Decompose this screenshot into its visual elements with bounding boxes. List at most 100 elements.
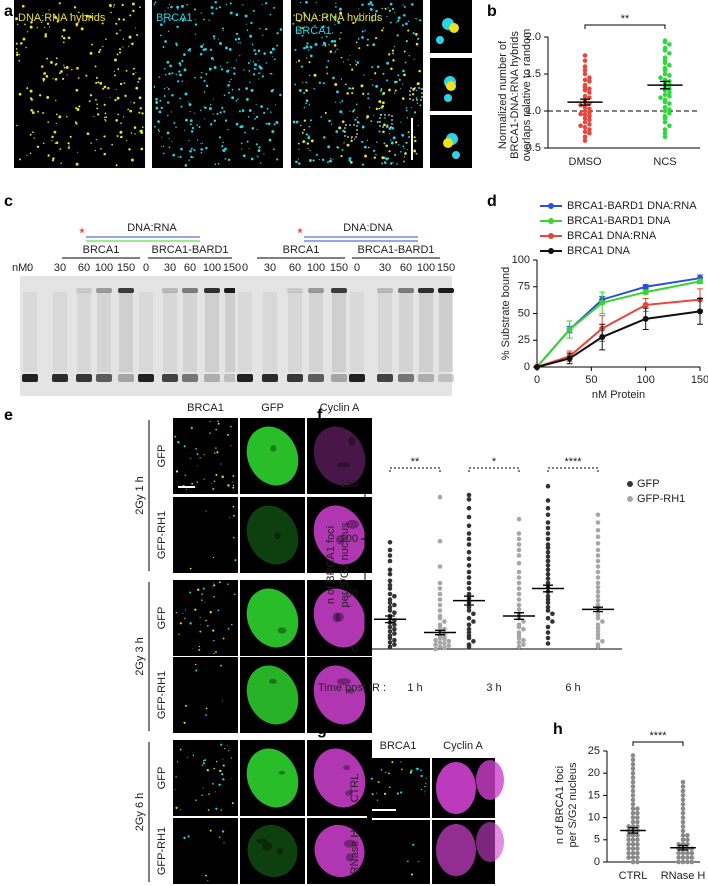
focus [325,15,328,18]
focus [420,88,422,90]
focus [409,771,412,774]
focus [357,120,359,123]
focus [412,89,414,92]
focus [258,146,261,149]
focus [221,784,222,786]
focus [334,82,338,86]
focus [249,34,253,38]
data-point [437,602,443,608]
focus [336,48,338,50]
focus [269,50,273,54]
data-point [466,497,472,502]
data-point [685,850,690,856]
focus [105,120,107,122]
focus [91,43,94,46]
smear [119,292,133,372]
focus [183,836,186,840]
nucleolus [346,519,359,529]
y-axis-label: per S/G2 nucleus [567,762,579,847]
data-point [685,833,690,838]
focus [115,32,118,35]
focus [373,114,375,116]
focus [385,162,387,164]
focus [77,11,80,14]
focus [67,36,71,40]
focus [362,92,365,96]
data-point [630,833,636,838]
data-point [642,301,649,308]
focus [408,54,410,57]
smear [263,292,277,372]
focus [47,121,50,123]
data-point [595,585,601,590]
focus [175,806,178,809]
focus [128,148,131,151]
focus [95,138,98,141]
band [204,288,220,293]
data-point [392,593,397,599]
focus [53,16,56,18]
focus [89,51,93,55]
focus [200,142,202,145]
band [308,374,324,382]
focus [390,162,393,165]
focus [131,42,134,46]
focus [401,133,405,137]
data-point [387,571,393,577]
column-label: Cyclin A [443,740,483,752]
focus [339,11,343,15]
focus [16,23,19,25]
focus [132,9,135,13]
focus [402,145,405,148]
focus [175,776,177,778]
focus [205,874,208,877]
focus [270,111,272,113]
focus [45,75,49,78]
smear [399,292,413,372]
focus [205,84,209,88]
data-point [595,547,601,553]
lane-label: 30 [379,262,391,274]
focus [258,65,262,68]
focus [393,45,396,47]
band [349,374,365,382]
data-point [545,597,551,602]
focus [73,6,77,9]
focus [349,160,353,164]
focus [125,69,128,72]
focus [134,133,136,135]
data-point [446,639,452,644]
focus [206,769,209,772]
legend-label: GFP-RH1 [637,493,685,505]
focus [115,22,118,25]
focus [257,49,261,53]
focus [22,37,26,41]
data-point [387,553,393,558]
data-point [680,850,686,856]
focus [201,593,204,596]
focus [212,487,215,490]
focus [374,72,377,75]
focus [42,77,46,81]
image-label: BRCA1 [156,12,193,24]
inset-spot [443,138,453,148]
focus [176,25,179,28]
focus [239,42,242,44]
focus [187,756,189,758]
inset-spot [436,36,444,44]
x-tick-label: 3 h [486,682,501,694]
focus [76,151,79,153]
focus [118,51,122,54]
focus [167,88,170,90]
focus [61,35,64,38]
data-point [595,527,601,533]
focus [357,38,360,40]
lane-label: 0 [242,262,248,274]
focus [217,422,220,425]
lane-label: 60 [78,262,90,274]
star: * [297,225,303,241]
focus [228,69,230,71]
focus [189,567,192,570]
column-label: BRCA1 [187,402,224,414]
data-point [630,775,636,780]
